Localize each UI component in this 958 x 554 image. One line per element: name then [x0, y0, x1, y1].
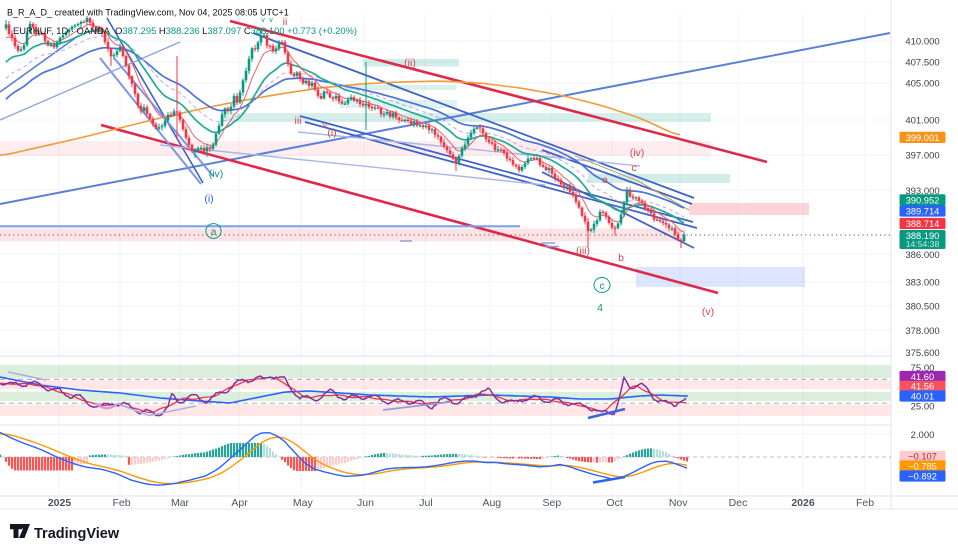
svg-text:Nov: Nov [669, 497, 688, 509]
svg-text:v: v [269, 17, 273, 24]
svg-text:(v): (v) [702, 306, 714, 318]
svg-text:Mar: Mar [171, 497, 190, 509]
svg-text:2026: 2026 [791, 497, 815, 509]
svg-text:Feb: Feb [112, 497, 130, 509]
svg-text:May: May [293, 497, 314, 509]
svg-text:Feb: Feb [856, 497, 874, 509]
svg-text:75.00: 75.00 [911, 363, 935, 374]
svg-text:a: a [211, 227, 217, 238]
svg-text:410.000: 410.000 [905, 36, 939, 47]
svg-text:390.952: 390.952 [906, 195, 940, 205]
svg-text:−0.892: −0.892 [908, 471, 937, 481]
svg-text:399.001: 399.001 [906, 133, 940, 143]
svg-text:−0.785: −0.785 [908, 461, 937, 471]
svg-text:v: v [261, 17, 265, 24]
svg-text:405.000: 405.000 [905, 78, 939, 89]
svg-text:401.000: 401.000 [905, 115, 939, 126]
svg-text:40.01: 40.01 [911, 391, 934, 401]
svg-text:Jun: Jun [357, 497, 374, 509]
svg-text:−0.107: −0.107 [908, 452, 937, 462]
svg-text:2025: 2025 [48, 497, 72, 509]
svg-text:Aug: Aug [482, 497, 501, 509]
svg-text:(i): (i) [204, 193, 213, 205]
svg-text:(i): (i) [327, 127, 336, 139]
svg-text:25.00: 25.00 [911, 401, 935, 412]
svg-text:Apr: Apr [231, 497, 248, 509]
svg-text:41.56: 41.56 [911, 382, 934, 392]
svg-text:v: v [323, 120, 328, 130]
svg-text:iii: iii [295, 115, 302, 127]
svg-text:14:54:38: 14:54:38 [906, 239, 940, 249]
svg-text:c: c [600, 281, 605, 292]
svg-text:b: b [618, 252, 624, 264]
svg-text:Jul: Jul [419, 497, 432, 509]
svg-text:B_R_A_D_ created with TradingV: B_R_A_D_ created with TradingView.com, N… [7, 7, 289, 17]
svg-text:Oct: Oct [606, 497, 622, 509]
svg-text:407.500: 407.500 [905, 57, 939, 68]
svg-text:EURHUF, 1D · OANDA O387.295 H: EURHUF, 1D · OANDA O387.295 H388.236 L38… [13, 25, 357, 36]
svg-text:380.500: 380.500 [905, 301, 939, 312]
svg-text:a: a [602, 174, 608, 186]
svg-text:378.000: 378.000 [905, 326, 939, 337]
svg-text:TradingView: TradingView [34, 526, 120, 542]
svg-text:397.000: 397.000 [905, 150, 939, 161]
svg-text:388.190: 388.190 [906, 231, 940, 241]
svg-text:Sep: Sep [543, 497, 562, 509]
svg-text:(iv): (iv) [630, 147, 645, 159]
svg-text:41.60: 41.60 [911, 372, 934, 382]
svg-text:(iii): (iii) [576, 245, 590, 257]
svg-text:(iv): (iv) [209, 168, 224, 180]
svg-text:4: 4 [597, 302, 603, 314]
svg-text:c: c [631, 162, 636, 174]
svg-text:388.714: 388.714 [906, 219, 940, 229]
svg-text:ii: ii [283, 16, 288, 28]
svg-text:2.000: 2.000 [911, 430, 935, 441]
svg-text:383.000: 383.000 [905, 277, 939, 288]
svg-text:(ii): (ii) [404, 57, 416, 69]
svg-text:393.000: 393.000 [905, 186, 939, 197]
svg-text:386.000: 386.000 [905, 250, 939, 261]
svg-text:389.714: 389.714 [906, 206, 940, 216]
svg-text:375.600: 375.600 [905, 348, 939, 359]
svg-text:Dec: Dec [729, 497, 748, 509]
